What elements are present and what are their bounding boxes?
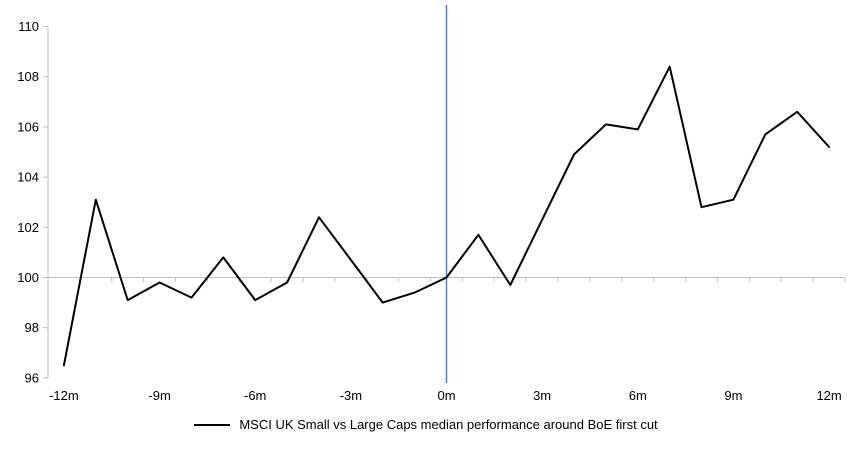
x-tick-label: -12m [49, 388, 79, 403]
series-line [62, 65, 831, 367]
y-tick-label: 106 [17, 119, 39, 134]
y-tick-label: 100 [17, 270, 39, 285]
x-tick-label: 12m [816, 388, 841, 403]
y-tick-label: 96 [25, 370, 39, 385]
y-tick-label: 110 [18, 19, 39, 34]
x-tick-label: 6m [629, 388, 647, 403]
x-tick-label: 0m [437, 388, 455, 403]
x-tick-label: 3m [533, 388, 551, 403]
y-tick-label: 108 [17, 69, 39, 84]
legend-label: MSCI UK Small vs Large Caps median perfo… [239, 417, 658, 432]
legend-line-sample-icon [194, 423, 231, 426]
x-tick-label: -6m [244, 388, 266, 403]
y-tick-label: 98 [25, 320, 39, 335]
x-tick-label: 9m [724, 388, 742, 403]
x-tick-label: -9m [148, 388, 170, 403]
y-tick-label: 104 [17, 170, 39, 185]
legend: MSCI UK Small vs Large Caps median perfo… [0, 417, 852, 432]
x-tick-label: -3m [340, 388, 362, 403]
y-tick-label: 102 [17, 220, 39, 235]
